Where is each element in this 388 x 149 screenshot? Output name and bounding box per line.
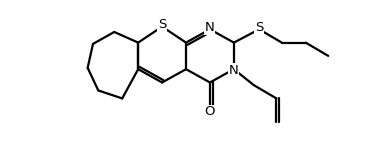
- Text: N: N: [205, 21, 215, 34]
- Text: O: O: [205, 105, 215, 118]
- Text: S: S: [255, 21, 263, 34]
- Text: N: N: [229, 64, 239, 77]
- Text: S: S: [158, 18, 166, 31]
